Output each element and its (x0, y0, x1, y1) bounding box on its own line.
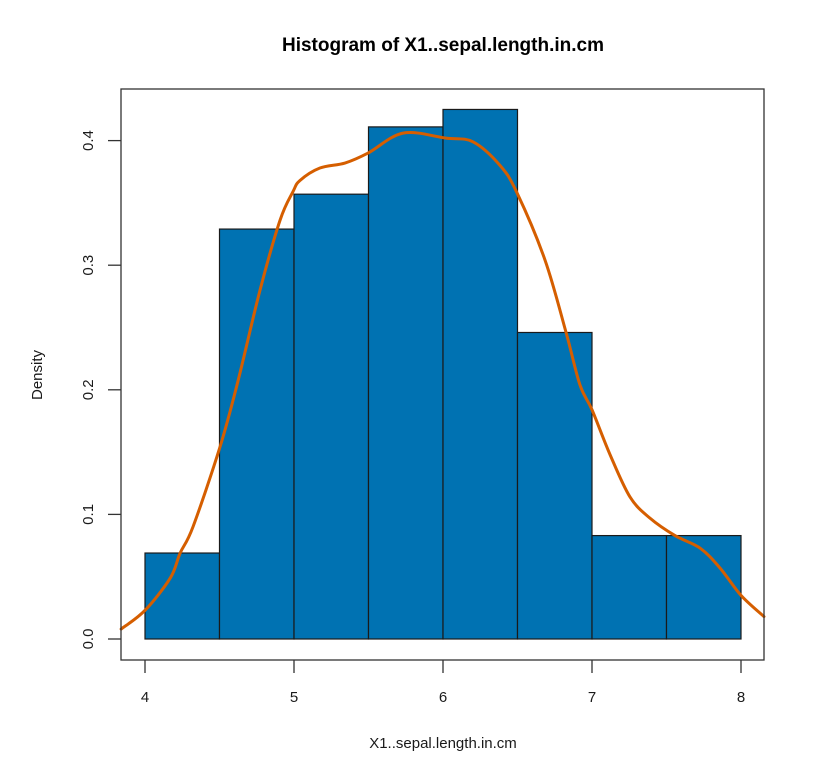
histogram-bar (442, 108, 519, 640)
density-curve (119, 131, 766, 631)
x-axis: 4 5 6 7 8 (141, 660, 745, 706)
x-tick-label: 6 (439, 689, 447, 706)
histogram-bar (516, 331, 593, 640)
y-tick-label: 0.0 (80, 629, 97, 650)
y-tick-label: 0.2 (80, 379, 97, 400)
y-tick-label: 0.1 (80, 504, 97, 525)
histogram-bar (293, 193, 370, 640)
x-tick-label: 5 (290, 689, 298, 706)
histogram-bar (591, 534, 668, 640)
y-axis-label: Density (29, 349, 46, 400)
histogram-bar (367, 126, 444, 640)
y-tick-label: 0.4 (80, 130, 97, 151)
y-tick-label: 0.3 (80, 255, 97, 276)
x-tick-label: 7 (588, 689, 596, 706)
y-axis: 0.0 0.1 0.2 0.3 0.4 (80, 130, 121, 649)
histogram-bar (218, 228, 295, 640)
chart-title: Histogram of X1..sepal.length.in.cm (282, 35, 604, 56)
x-tick-label: 4 (141, 689, 149, 706)
x-tick-label: 8 (737, 689, 745, 706)
x-axis-label: X1..sepal.length.in.cm (369, 735, 517, 752)
histogram-bars (144, 108, 742, 640)
